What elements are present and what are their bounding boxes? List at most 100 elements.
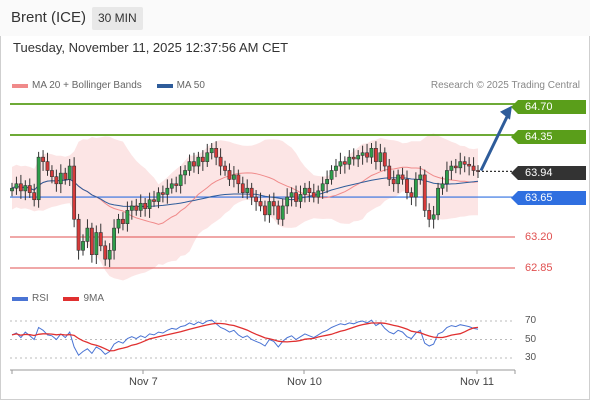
rsi-lines (11, 319, 479, 356)
candle-body (187, 161, 192, 171)
candle-body (58, 172, 63, 185)
candle-body (14, 183, 19, 189)
candle-body (94, 232, 99, 256)
candle-body (374, 148, 378, 162)
candle (453, 158, 458, 174)
candle (169, 178, 174, 194)
candle-body (192, 161, 196, 167)
candle (76, 213, 81, 260)
moving-averages (11, 166, 479, 225)
candle-body (98, 232, 103, 247)
candle (134, 198, 139, 216)
projection-arrowhead (500, 105, 512, 120)
candle-body (422, 174, 427, 211)
candle (23, 180, 28, 201)
candle-body (285, 196, 290, 207)
candle-body (258, 201, 263, 207)
candle-body (329, 170, 334, 180)
candle-body (143, 202, 148, 209)
candle (267, 194, 272, 223)
rsi-ma-swatch (63, 296, 80, 301)
candle (178, 166, 183, 194)
ma20-swatch (12, 83, 28, 88)
rsi-line (11, 319, 479, 356)
candle (382, 147, 387, 172)
timeframe-badge[interactable]: 30 MIN (92, 7, 143, 30)
ma50-swatch (156, 83, 173, 88)
candle (58, 164, 63, 194)
candle (462, 156, 467, 173)
candle (294, 185, 298, 207)
candle (10, 182, 14, 197)
candle-body (391, 179, 396, 185)
candle-body (462, 161, 467, 165)
candle-body (267, 201, 272, 216)
candle-body (85, 227, 90, 242)
candle-body (209, 148, 214, 154)
candle-body (183, 170, 187, 176)
candle-body (72, 165, 77, 220)
candle-body (427, 210, 432, 220)
candle-body (218, 156, 223, 167)
projection-arrow (479, 105, 512, 172)
candle-body (32, 192, 37, 201)
candle (18, 174, 23, 199)
candle (103, 240, 108, 266)
candle-body (107, 249, 112, 260)
candle (63, 167, 68, 185)
candle (245, 179, 250, 200)
candle-body (36, 156, 41, 201)
candle-body (347, 156, 352, 165)
candle-body (276, 205, 281, 220)
candle (227, 163, 232, 186)
candle (147, 192, 152, 218)
candle-body (10, 187, 14, 192)
candle-body (134, 205, 139, 211)
candle (205, 143, 210, 167)
candle (174, 176, 179, 193)
candle (121, 212, 125, 231)
candle-body (387, 165, 392, 180)
candle-body (351, 156, 356, 160)
candle-body (294, 192, 298, 202)
rsi-legend: RSI 9MA (12, 293, 104, 304)
candle (360, 145, 365, 165)
candle (232, 166, 236, 188)
candle-body (116, 218, 121, 229)
candle (365, 143, 369, 163)
candle-body (445, 170, 449, 185)
candle (440, 176, 445, 195)
candle-body (405, 179, 409, 193)
candle (356, 150, 361, 167)
candle-body (338, 161, 343, 167)
candle-body (325, 179, 330, 185)
candle (285, 188, 290, 214)
candle-body (165, 187, 170, 195)
level-s1-label: 63.20 (525, 231, 553, 243)
candle (165, 179, 170, 204)
level-r2-label: 64.70 (511, 100, 586, 114)
candle-body (232, 174, 236, 180)
candle (409, 187, 414, 206)
bollinger-bands (12, 133, 478, 281)
candle-body (413, 179, 418, 198)
candle (396, 169, 401, 194)
candle (329, 165, 334, 185)
candle-body (396, 174, 401, 185)
x-axis (10, 369, 516, 374)
candle-body (27, 185, 32, 193)
candle-body (178, 174, 183, 186)
candle-body (223, 165, 227, 171)
rsi-ma-label: 9MA (83, 293, 105, 304)
candle-body (360, 152, 365, 156)
candle (289, 187, 294, 207)
candle (249, 182, 254, 206)
ma50-line (11, 177, 479, 208)
ma50-label: MA 50 (176, 80, 205, 91)
candle-body (316, 190, 321, 198)
candle (369, 143, 374, 164)
bollinger-band-area (12, 133, 478, 281)
candle-body (271, 201, 276, 207)
candle-body (303, 187, 307, 195)
